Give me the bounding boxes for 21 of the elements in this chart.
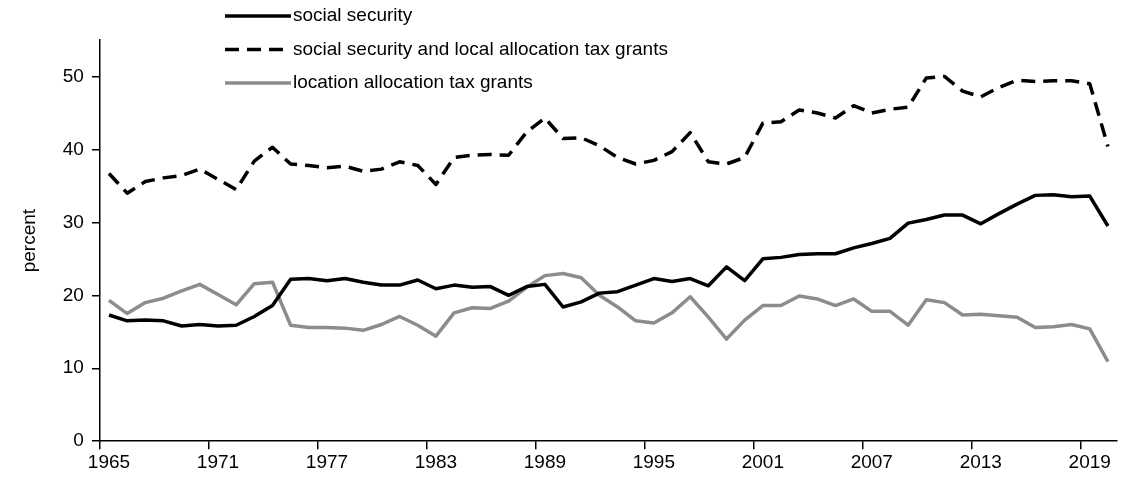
legend-label: social security and local allocation tax grants xyxy=(293,37,668,59)
x-tick-label: 1977 xyxy=(305,450,349,472)
x-tick-label: 2019 xyxy=(1068,450,1111,472)
y-tick-label: 40 xyxy=(62,137,84,159)
y-tick-label: 20 xyxy=(62,283,84,305)
x-tick-label: 2013 xyxy=(959,450,1002,472)
y-tick-label: 30 xyxy=(62,210,84,232)
y-tick-label: 0 xyxy=(73,429,84,451)
y-axis-title: percent xyxy=(17,208,39,273)
legend-label: social security xyxy=(293,4,413,26)
x-tick-label: 2001 xyxy=(741,450,784,472)
x-tick-label: 1995 xyxy=(632,450,676,472)
x-tick-label: 1965 xyxy=(87,450,131,472)
y-tick-label: 50 xyxy=(62,64,84,86)
x-tick-label: 1983 xyxy=(414,450,458,472)
y-tick-label: 10 xyxy=(62,356,84,378)
x-tick-label: 2007 xyxy=(850,450,893,472)
x-tick-label: 1971 xyxy=(196,450,240,472)
legend-label: location allocation tax grants xyxy=(293,71,533,93)
line-series xyxy=(107,74,1110,195)
x-tick-label: 1989 xyxy=(523,450,567,472)
